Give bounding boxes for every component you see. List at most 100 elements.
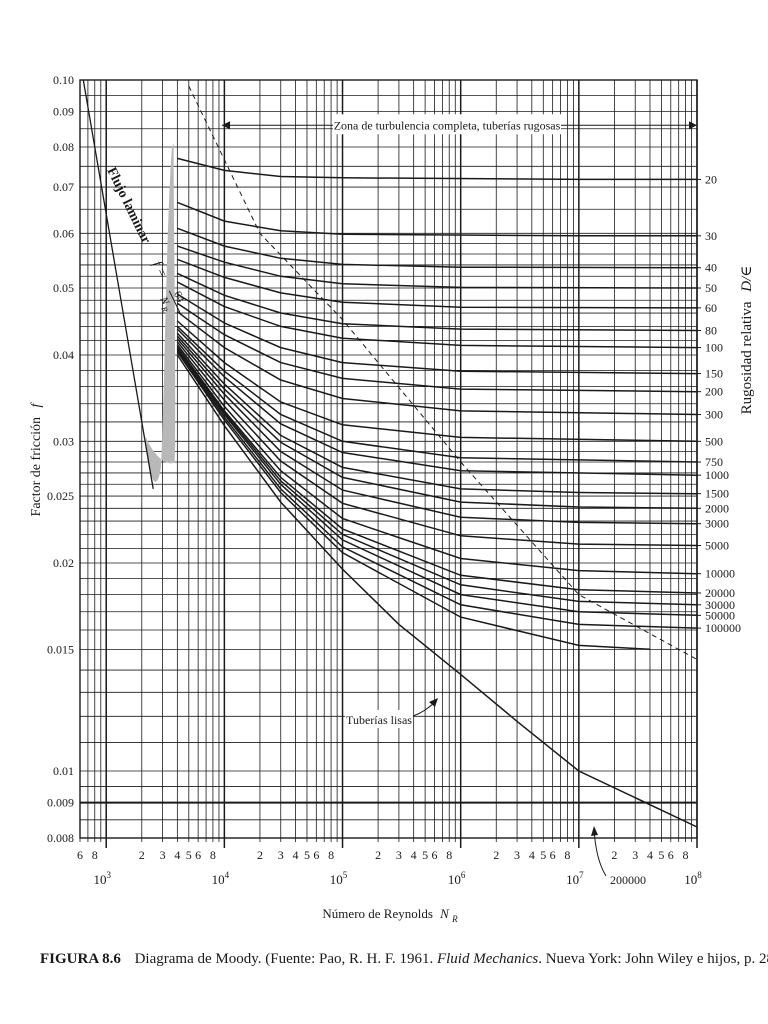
turbulence-boundary xyxy=(188,85,698,660)
right-axis-title: Rugosidad relativa D/∈ xyxy=(739,266,755,415)
x-tick-label: 8 xyxy=(210,848,216,862)
series-200000-label: 200000 xyxy=(610,873,646,887)
laminar-flow-line xyxy=(82,79,154,490)
x-tick-label: 6 xyxy=(550,848,556,862)
turbulence-label-bg xyxy=(333,114,561,135)
y-tick-labels: 0.10 0.09 0.08 0.07 0.06 0.05 0.04 0.03 0.025 0.0… xyxy=(47,73,74,845)
decade-exponent: 8 xyxy=(697,870,702,880)
transition-zone xyxy=(145,143,176,482)
x-axis-title: Número de Reynolds N R xyxy=(322,906,458,924)
x-tick-label: 2 xyxy=(375,848,381,862)
x-tick-label: 4 xyxy=(293,848,299,862)
critical-zone-band xyxy=(145,143,176,482)
y-tick-label: 0.05 xyxy=(53,281,74,295)
caption-source: . Nueva York: John Wiley e hijos, p. 284… xyxy=(538,951,768,967)
decade-exponent: 5 xyxy=(343,870,348,880)
roughness-curve-50000 xyxy=(176,348,698,617)
smooth-pipes-curve xyxy=(176,354,698,828)
smooth-arrowhead-icon xyxy=(429,698,438,707)
right-axis-label: 60 xyxy=(705,301,717,315)
x-tick-label: 6 xyxy=(431,848,437,862)
x-tick-label: 3 xyxy=(160,848,166,862)
x-tick-label: 3 xyxy=(396,848,402,862)
x-tick-label: 4 xyxy=(529,848,535,862)
x-tick-label: 3 xyxy=(514,848,520,862)
y-tick-label: 0.015 xyxy=(47,642,74,656)
decade-base: 10 xyxy=(448,872,461,887)
x-tick-label: 8 xyxy=(328,848,334,862)
y-tick-label: 0.07 xyxy=(53,180,74,194)
figure-caption: FIGURA 8.6 Diagrama de Moody. (Fuente: P… xyxy=(40,951,768,968)
x-tick-label: 8 xyxy=(683,848,689,862)
arrowhead-left-icon xyxy=(222,121,230,130)
decade-base: 10 xyxy=(684,872,697,887)
right-axis-label: 20000 xyxy=(705,586,735,600)
caption-book-title: Fluid Mechanics xyxy=(436,951,539,967)
right-axis-label: 1000 xyxy=(705,468,729,482)
y-tick-label: 0.04 xyxy=(53,348,74,362)
right-axis-label: 100 xyxy=(705,341,723,355)
y-tick-label: 0.025 xyxy=(47,489,74,503)
x-decade-label: 104 xyxy=(212,870,230,887)
x-tick-label: 5 xyxy=(540,848,546,862)
x-tick-label: 5 xyxy=(186,848,192,862)
plot-frame xyxy=(79,79,698,839)
right-axis-label: 3000 xyxy=(705,517,729,531)
roughness-curve-30000 xyxy=(176,347,698,606)
right-axis-label: 5000 xyxy=(705,539,729,553)
decade-exponent: 3 xyxy=(106,870,111,880)
x-tick-label: 2 xyxy=(139,848,145,862)
roughness-curve-500 xyxy=(176,320,698,443)
x-decade-label: 105 xyxy=(330,870,348,887)
laminar-title: Flujo laminar xyxy=(103,165,153,246)
y-axis-title: Factor de fricción f xyxy=(29,401,44,516)
y-tick-label: 0.02 xyxy=(53,556,74,570)
right-axis-label: 40 xyxy=(705,261,717,275)
x-tick-label: 6 xyxy=(195,848,201,862)
x-tick-label: 6 xyxy=(313,848,319,862)
decade-exponent: 6 xyxy=(461,870,466,880)
figure-number: FIGURA 8.6 xyxy=(40,951,121,967)
series-curves xyxy=(82,79,698,828)
roughness-curve-40 xyxy=(177,227,698,269)
roughness-curve-2000 xyxy=(176,335,698,510)
roughness-curve-150 xyxy=(177,293,698,375)
decade-base: 10 xyxy=(566,872,579,887)
decade-exponent: 4 xyxy=(225,870,230,880)
arrowhead-200000-icon xyxy=(591,826,598,836)
right-axis-label: 20 xyxy=(705,172,717,186)
right-axis-label: 150 xyxy=(705,367,723,381)
roughness-curve-20000 xyxy=(176,346,698,594)
y-tick-label: 0.008 xyxy=(47,831,74,845)
right-axis-label: 50 xyxy=(705,281,717,295)
x-decade-label: 103 xyxy=(93,870,111,887)
right-axis-label: 80 xyxy=(705,324,717,338)
fraction-bar xyxy=(168,290,181,313)
roughness-curve-80 xyxy=(177,272,698,332)
laminar-numerator: 64 xyxy=(171,289,187,305)
y-tick-label: 0.009 xyxy=(47,796,74,810)
roughness-curve-20 xyxy=(177,157,697,181)
decade-base: 10 xyxy=(330,872,343,887)
roughness-curve-60 xyxy=(177,258,698,309)
right-axis-label: 50000 xyxy=(705,608,735,622)
y-tick-label: 0.08 xyxy=(53,140,74,154)
right-axis-label: 1500 xyxy=(705,487,729,501)
laminar-denominator-sub: R xyxy=(159,304,170,313)
decade-exponent: 7 xyxy=(579,870,584,880)
y-tick-label: 0.09 xyxy=(53,105,74,119)
right-axis-label: 30000 xyxy=(705,598,735,612)
y-tick-label: 0.10 xyxy=(53,73,74,87)
x-tick-label: 5 xyxy=(658,848,664,862)
arrowhead-right-icon xyxy=(689,121,697,130)
x-tick-label: 4 xyxy=(411,848,417,862)
series-200000-pointer xyxy=(593,828,607,877)
x-tick-label: 2 xyxy=(611,848,617,862)
right-axis-label: 500 xyxy=(705,434,723,448)
y-tick-label: 0.06 xyxy=(53,226,74,240)
roughness-curve-750 xyxy=(176,325,698,463)
x-tick-label: 2 xyxy=(493,848,499,862)
x-tick-label: 5 xyxy=(304,848,310,862)
y-tick-label: 0.01 xyxy=(53,764,74,778)
